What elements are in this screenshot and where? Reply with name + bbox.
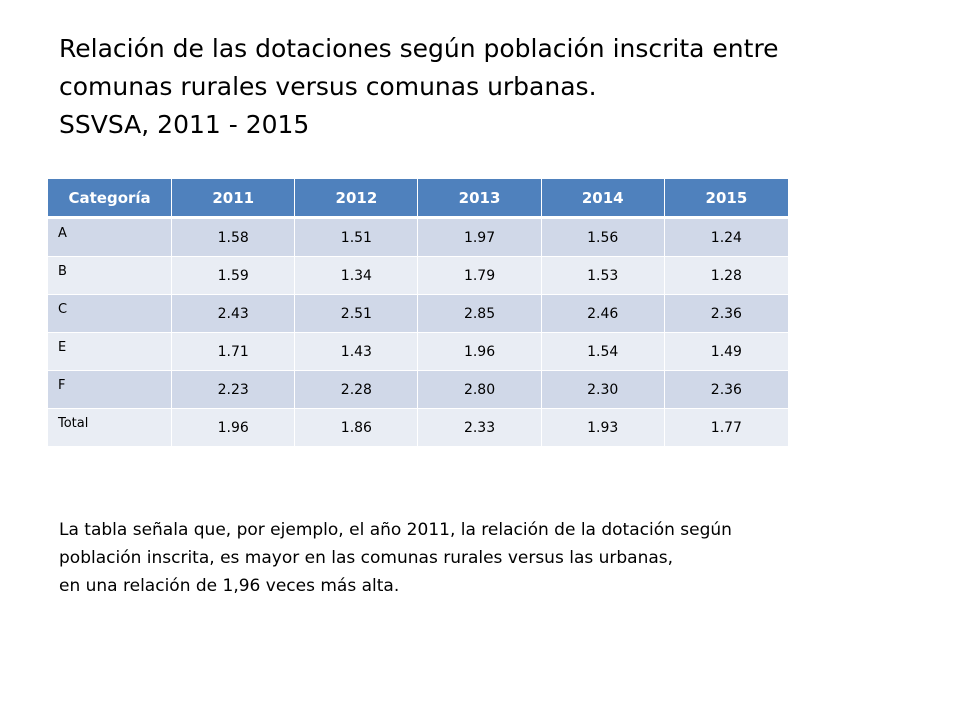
table-row: B 1.59 1.34 1.79 1.53 1.28	[48, 257, 788, 295]
value-cell: 1.24	[664, 219, 788, 257]
title-line-3: SSVSA, 2011 - 2015	[59, 110, 310, 139]
value-cell: 1.79	[418, 257, 542, 295]
header-cell-2011: 2011	[172, 179, 296, 219]
value-cell: 1.53	[541, 257, 665, 295]
value-cell: 1.96	[172, 409, 296, 447]
value-cell: 1.77	[664, 409, 788, 447]
value-cell: 1.59	[172, 257, 296, 295]
value-cell: 2.80	[418, 371, 542, 409]
table-header-row: Categoría 2011 2012 2013 2014 2015	[48, 179, 788, 219]
value-cell: 2.30	[541, 371, 665, 409]
note-line-2: población inscrita, es mayor en las comu…	[59, 548, 674, 568]
title-line-2: comunas rurales versus comunas urbanas.	[59, 72, 597, 101]
category-cell: C	[48, 295, 173, 333]
value-cell: 1.43	[295, 333, 419, 371]
value-cell: 2.51	[295, 295, 419, 333]
value-cell: 2.85	[418, 295, 542, 333]
category-cell: E	[48, 333, 173, 371]
note-line-1: La tabla señala que, por ejemplo, el año…	[59, 520, 732, 540]
category-cell: A	[48, 219, 173, 257]
value-cell: 1.86	[295, 409, 419, 447]
value-cell: 2.33	[418, 409, 542, 447]
header-cell-category: Categoría	[48, 179, 173, 219]
value-cell: 1.54	[541, 333, 665, 371]
value-cell: 2.43	[172, 295, 296, 333]
category-cell: Total	[48, 409, 173, 447]
explanatory-note: La tabla señala que, por ejemplo, el año…	[59, 516, 919, 600]
value-cell: 1.28	[664, 257, 788, 295]
data-table: Categoría 2011 2012 2013 2014 2015 A 1.5…	[48, 179, 788, 447]
value-cell: 2.46	[541, 295, 665, 333]
header-cell-2015: 2015	[664, 179, 788, 219]
value-cell: 1.51	[295, 219, 419, 257]
value-cell: 1.71	[172, 333, 296, 371]
header-cell-2014: 2014	[541, 179, 665, 219]
table-row: F 2.23 2.28 2.80 2.30 2.36	[48, 371, 788, 409]
header-cell-2012: 2012	[295, 179, 419, 219]
value-cell: 2.23	[172, 371, 296, 409]
value-cell: 1.93	[541, 409, 665, 447]
category-cell: F	[48, 371, 173, 409]
table-row-total: Total 1.96 1.86 2.33 1.93 1.77	[48, 409, 788, 447]
value-cell: 1.58	[172, 219, 296, 257]
value-cell: 1.49	[664, 333, 788, 371]
table-row: C 2.43 2.51 2.85 2.46 2.36	[48, 295, 788, 333]
header-cell-2013: 2013	[418, 179, 542, 219]
value-cell: 1.56	[541, 219, 665, 257]
value-cell: 2.36	[664, 371, 788, 409]
value-cell: 1.96	[418, 333, 542, 371]
value-cell: 1.34	[295, 257, 419, 295]
slide-title: Relación de las dotaciones según poblaci…	[59, 30, 919, 144]
table-row: E 1.71 1.43 1.96 1.54 1.49	[48, 333, 788, 371]
table-row: A 1.58 1.51 1.97 1.56 1.24	[48, 219, 788, 257]
category-cell: B	[48, 257, 173, 295]
note-line-3: en una relación de 1,96 veces más alta.	[59, 576, 400, 596]
value-cell: 2.36	[664, 295, 788, 333]
value-cell: 2.28	[295, 371, 419, 409]
value-cell: 1.97	[418, 219, 542, 257]
title-line-1: Relación de las dotaciones según poblaci…	[59, 34, 779, 63]
